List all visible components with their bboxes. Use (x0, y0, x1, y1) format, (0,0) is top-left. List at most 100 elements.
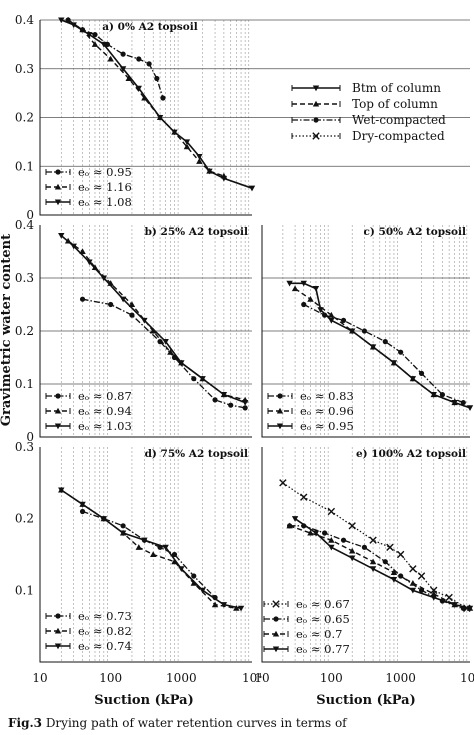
data-point (178, 566, 185, 573)
data-point (349, 328, 356, 335)
data-point (92, 32, 98, 38)
data-point (279, 479, 287, 487)
data-point (340, 537, 347, 543)
legend-label: eₒ ≈ 0.65 (296, 612, 350, 626)
data-point (79, 501, 86, 508)
data-point (220, 602, 228, 608)
panel-e-axes (261, 447, 470, 663)
data-point (135, 544, 142, 550)
data-point (108, 301, 114, 308)
data-point (430, 586, 438, 595)
data-point (327, 507, 336, 516)
legend-sample-marker (276, 423, 284, 430)
panel-b-axes (39, 225, 252, 438)
legend-sample-marker (54, 627, 62, 634)
legend-sample-marker (54, 643, 62, 650)
legend-sample-ticks (267, 423, 293, 429)
y-tick-label: 0.1 (15, 583, 34, 597)
panel-d-axes (39, 447, 252, 663)
data-point (300, 280, 307, 287)
data-point (167, 349, 174, 355)
legend-label: eₒ ≈ 0.7 (296, 627, 342, 641)
data-point (120, 523, 126, 529)
data-point (328, 536, 335, 543)
data-point (322, 530, 328, 536)
data-point (386, 543, 394, 552)
y-tick-label: 0.1 (15, 377, 34, 391)
x-tick-label: 1000 (166, 671, 197, 685)
data-point (237, 605, 245, 612)
x-tick-label: 100 (99, 671, 122, 685)
data-point (183, 143, 191, 150)
data-point (369, 566, 377, 573)
x-tick-label: 10⁴ (460, 671, 474, 685)
data-point (382, 559, 388, 565)
data-point (135, 85, 142, 92)
legend-label: eₒ ≈ 0.82 (78, 624, 132, 638)
y-tick-label: 0.4 (15, 13, 34, 27)
series-line (60, 489, 237, 609)
data-point (119, 530, 127, 537)
data-point (322, 312, 328, 318)
y-tick-label: 0.1 (15, 159, 34, 173)
panel-c-title: c) 50% A2 topsoil (364, 226, 466, 238)
series-line (82, 510, 216, 598)
data-point (196, 153, 203, 160)
legend-sample-marker (54, 423, 62, 430)
data-point (100, 41, 108, 48)
data-point (79, 296, 86, 302)
data-point (409, 587, 417, 594)
data-point (86, 259, 93, 266)
panel-d-title: d) 75% A2 topsoil (145, 448, 248, 460)
data-point (409, 376, 417, 382)
legend-label: eₒ ≈ 0.95 (300, 419, 354, 433)
legend-sample-marker (55, 613, 61, 619)
data-point (398, 349, 404, 355)
legend-label: eₒ ≈ 1.08 (78, 195, 132, 209)
data-point (451, 399, 458, 406)
data-point (211, 601, 219, 608)
data-point (291, 285, 299, 292)
global-legend-sample-ticks (291, 85, 341, 91)
data-point (70, 22, 77, 29)
figure-caption: Fig.3 Drying path of water retention cur… (8, 716, 474, 730)
data-point (154, 75, 160, 82)
data-point (349, 555, 356, 562)
data-point (228, 402, 234, 408)
panel-a-title: a) 0% A2 topsoil (102, 21, 198, 33)
panel-b-series-solid (58, 233, 249, 406)
data-point (242, 405, 248, 411)
data-point (156, 114, 164, 121)
global-legend-label: Wet-compacted (352, 113, 446, 127)
x-tick-label: 10 (254, 671, 269, 685)
data-point (248, 185, 256, 192)
data-point (206, 168, 213, 175)
legend-sample-ticks (45, 613, 71, 619)
legend-sample-marker (54, 199, 62, 206)
panel-b-grid (40, 225, 252, 437)
legend-label: eₒ ≈ 0.96 (300, 404, 354, 418)
y-tick-label: 0.2 (15, 512, 34, 526)
data-point (312, 286, 320, 292)
caption-text: Drying path of water retention curves in… (42, 716, 347, 730)
legend-sample-ticks (263, 646, 289, 652)
data-point (141, 317, 148, 324)
data-point (160, 95, 166, 101)
panel-e-series-solid (291, 516, 474, 612)
data-point (317, 307, 324, 313)
legend-label: eₒ ≈ 0.94 (78, 404, 132, 418)
legend-label: eₒ ≈ 0.95 (78, 165, 132, 179)
data-point (171, 551, 178, 558)
legend-sample-ticks (45, 643, 71, 649)
x-tick-label: 10 (32, 671, 47, 685)
legend-sample-ticks (263, 601, 289, 607)
data-point (141, 537, 148, 544)
legend-label: eₒ ≈ 0.87 (78, 389, 132, 403)
panel-e-series-dotted (279, 479, 471, 612)
data-point (369, 558, 377, 565)
data-point (369, 536, 377, 544)
series-line (67, 19, 164, 99)
